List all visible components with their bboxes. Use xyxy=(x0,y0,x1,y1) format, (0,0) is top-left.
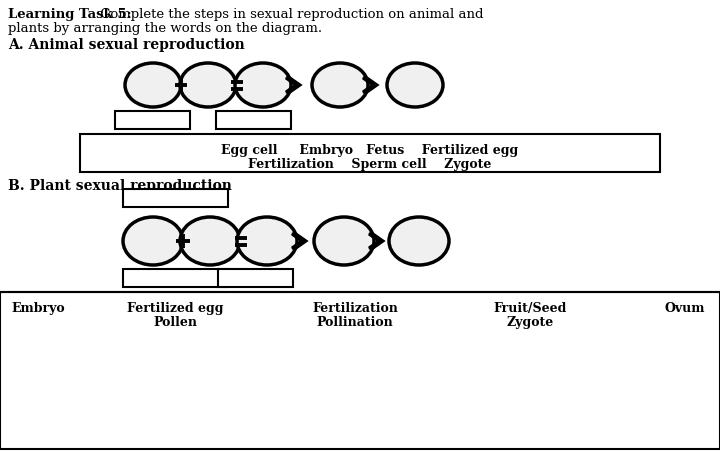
Bar xyxy=(80,134,660,172)
Ellipse shape xyxy=(387,63,443,107)
Text: Fertilization    Sperm cell    Zygote: Fertilization Sperm cell Zygote xyxy=(248,158,492,171)
Text: Embryo: Embryo xyxy=(12,302,65,315)
Text: Learning Task 5:: Learning Task 5: xyxy=(8,8,132,21)
Text: Ovum: Ovum xyxy=(665,302,706,315)
Text: Fertilization: Fertilization xyxy=(312,302,398,315)
Polygon shape xyxy=(363,78,377,92)
Polygon shape xyxy=(292,234,306,248)
Text: Egg cell     Embryo   Fetus    Fertilized egg: Egg cell Embryo Fetus Fertilized egg xyxy=(221,144,518,157)
Bar xyxy=(115,111,190,129)
Bar xyxy=(123,189,228,207)
Ellipse shape xyxy=(314,217,374,265)
Ellipse shape xyxy=(389,217,449,265)
Text: Fruit/Seed: Fruit/Seed xyxy=(493,302,567,315)
Ellipse shape xyxy=(180,217,240,265)
Text: A. Animal sexual reproduction: A. Animal sexual reproduction xyxy=(8,38,245,52)
Ellipse shape xyxy=(235,63,291,107)
Ellipse shape xyxy=(237,217,297,265)
Bar xyxy=(218,269,293,287)
Ellipse shape xyxy=(180,63,236,107)
Text: Pollen: Pollen xyxy=(153,316,197,329)
Text: Complete the steps in sexual reproduction on animal and: Complete the steps in sexual reproductio… xyxy=(96,8,484,21)
Bar xyxy=(123,269,228,287)
Bar xyxy=(216,111,291,129)
Polygon shape xyxy=(369,234,383,248)
Ellipse shape xyxy=(312,63,368,107)
Bar xyxy=(0,292,720,449)
Ellipse shape xyxy=(125,63,181,107)
Text: plants by arranging the words on the diagram.: plants by arranging the words on the dia… xyxy=(8,22,322,35)
Text: Pollination: Pollination xyxy=(317,316,393,329)
Text: Fertilized egg: Fertilized egg xyxy=(127,302,223,315)
Ellipse shape xyxy=(123,217,183,265)
Text: Zygote: Zygote xyxy=(506,316,554,329)
Polygon shape xyxy=(286,78,300,92)
Text: B. Plant sexual reproduction: B. Plant sexual reproduction xyxy=(8,179,232,193)
